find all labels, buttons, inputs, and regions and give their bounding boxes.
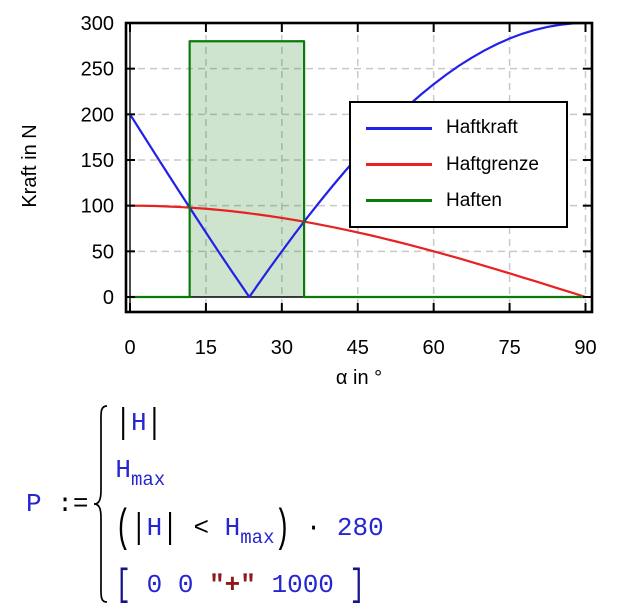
formula-row: [ 0 0 "+" 1000 ] [115,563,383,607]
formula-row: Hmax [115,453,383,497]
force-angle-plot: 0 50 100 150 200 250 300 0 15 30 45 60 75 90 Kraft in… [19,13,597,389]
formula-token-bar: | [115,402,132,444]
formula-token-bracket: [ [115,563,132,607]
legend-label: Haftgrenze [446,153,539,175]
variable-p: P [26,489,42,519]
y-axis-title: Kraft in N [19,124,41,207]
formula-token-var: 1000 [271,569,334,600]
legend-label: Haften [446,189,502,211]
formula-lhs: P := [26,489,88,519]
haften-line-sample-icon [366,199,432,203]
haften-region-fill [130,41,586,297]
formula-token-big: ( [115,501,132,555]
x-tick-label: 90 [574,337,596,359]
haftkraft-line-sample-icon [366,126,432,130]
y-tick-label: 150 [81,150,114,172]
plot-area: 0 50 100 150 200 250 300 0 15 30 45 60 75 90 [81,13,597,359]
formula-token-var: H [131,408,147,438]
legend-entry-haften: Haften [351,190,566,212]
x-tick-label: 45 [347,337,369,359]
formula-token-op [256,570,272,600]
haftgrenze-line-sample-icon [366,163,432,166]
y-tick-label: 250 [81,59,114,81]
x-tick-label: 60 [423,337,445,359]
formula-token-varsub: max [240,526,275,549]
x-tick-label: 0 [124,337,135,359]
y-tick-label: 200 [81,104,114,126]
legend-label: Haftkraft [446,117,518,139]
formula-token-var: H [115,455,132,486]
formula-token-varsub: max [131,469,166,492]
formula-token-var: 280 [336,512,384,543]
formula-token-var: H [224,512,241,543]
haftgrenze-trace [129,204,586,299]
legend-entry-haftgrenze: Haftgrenze [351,154,566,176]
formula-row: (|H| < Hmax) · 280 [115,502,384,555]
formula-token-var: 0 [177,569,194,600]
formula-token-bar: | [162,507,178,549]
formula-token-str: "+" [209,569,256,600]
formula-token-op: · [290,512,337,543]
left-curly-brace-icon [94,405,108,603]
y-tick-label: 100 [81,196,114,218]
formula-token-var: 0 [146,569,163,600]
haften-trace [130,40,586,299]
x-tick-label: 75 [498,337,520,359]
x-axis-title: α in ° [336,367,382,389]
y-tick-label: 50 [92,241,114,263]
formula-token-op [162,570,178,600]
formula-token-bar: | [131,507,147,549]
x-tick-label: 15 [195,337,217,359]
formula-token-op [131,570,147,600]
formula-token-big: ) [274,501,291,555]
formula-branches: |H| Hmax (|H| < Hmax) · 280[ 0 0 "+" 1000 … [115,403,384,607]
legend-entry-haftkraft: Haftkraft [351,117,566,139]
mathcad-definition[interactable]: P := |H| Hmax (|H| < Hmax) · 280[ 0 0 "+" … [26,402,384,607]
formula-token-op [193,570,209,600]
y-tick-label: 0 [103,287,114,309]
y-tick-label: 300 [81,13,114,35]
formula-row: |H| [115,403,383,444]
formula-token-var: H [146,512,163,543]
formula-token-op: < [177,512,225,543]
plot-frame [124,21,594,314]
formula-token-bar: | [146,402,163,444]
formula-token-bracket: ] [349,563,366,607]
chart-legend: Haftkraft Haftgrenze Haften [349,101,568,228]
assign-operator: := [41,489,89,519]
x-tick-label: 30 [271,337,293,359]
formula-token-op [334,570,350,600]
